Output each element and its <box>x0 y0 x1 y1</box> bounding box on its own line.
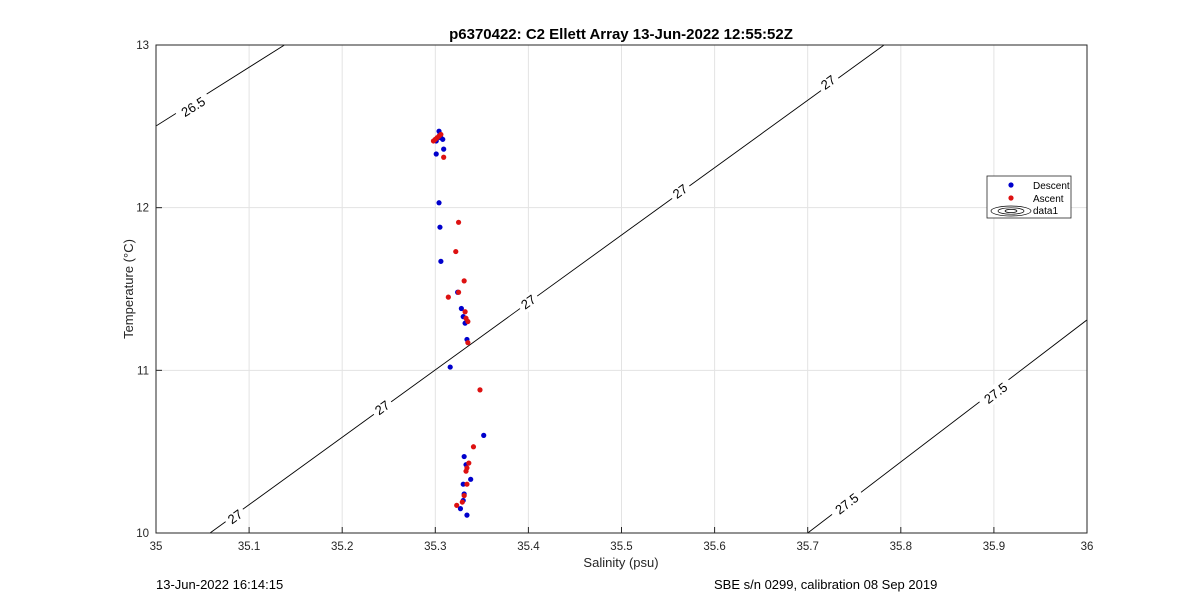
x-axis-label: Salinity (psu) <box>583 555 658 570</box>
x-tick-label: 35.1 <box>238 541 260 553</box>
ascent-point <box>463 468 469 474</box>
descent-point <box>461 453 467 460</box>
descent-point <box>481 432 487 438</box>
legend-label-ascent: Ascent <box>1033 194 1064 205</box>
legend-label-data1: data1 <box>1033 206 1058 217</box>
descent-point <box>436 200 442 206</box>
x-tick-label: 35.5 <box>610 541 632 553</box>
x-tick-label: 35.2 <box>331 541 353 553</box>
x-tick-label: 35.7 <box>797 541 819 553</box>
contour-label: 27 <box>372 397 393 418</box>
descent-point <box>464 512 470 518</box>
legend-marker-ascent <box>1008 195 1014 201</box>
x-tick-label: 35 <box>150 541 163 553</box>
x-tick-label: 35.6 <box>703 541 725 553</box>
x-tick-label: 35.9 <box>983 541 1005 553</box>
ascent-point <box>465 340 471 346</box>
legend-marker-descent <box>1008 182 1014 188</box>
contour-label-gap <box>827 486 867 522</box>
y-tick-label: 12 <box>136 203 149 215</box>
x-tick-label: 35.3 <box>424 541 446 553</box>
legend-box <box>986 175 1072 219</box>
descent-point <box>437 224 443 230</box>
ascent-point <box>464 481 470 487</box>
ascent-point <box>462 309 468 315</box>
contour-line <box>209 45 885 533</box>
descent-point <box>433 151 439 157</box>
footer-calibration: SBE s/n 0299, calibration 08 Sep 2019 <box>714 577 938 592</box>
descent-point <box>468 476 474 482</box>
ascent-point <box>461 492 467 499</box>
descent-point <box>440 136 446 142</box>
y-axis-label: Temperature (°C) <box>121 239 136 339</box>
footer-timestamp: 13-Jun-2022 16:14:15 <box>156 577 284 592</box>
contour-label-gap <box>666 178 694 205</box>
y-tick-label: 13 <box>136 40 149 52</box>
x-tick-label: 35.4 <box>517 541 540 553</box>
contour-line <box>156 45 285 127</box>
legend-contour-icon <box>990 205 1032 217</box>
ascent-point <box>445 294 451 300</box>
ascent-point <box>459 499 465 505</box>
descent-point <box>447 364 453 370</box>
ascent-point <box>477 387 483 393</box>
contour-label: 27 <box>225 506 246 527</box>
axis-ticks: 35 35.1 35.2 35.3 35.4 35.5 35.6 35.7 35.8 35.9 36… <box>136 40 1093 553</box>
x-tick-label: 35.8 <box>890 541 912 553</box>
ascent-point <box>453 248 459 255</box>
x-tick-label: 36 <box>1081 541 1094 553</box>
descent-point <box>457 506 464 512</box>
descent-point <box>438 258 444 264</box>
descent-point <box>460 481 466 487</box>
ascent-point <box>455 289 462 295</box>
y-tick-label: 10 <box>136 528 149 540</box>
ascent-point <box>438 131 444 138</box>
contour-label-gap <box>368 395 396 421</box>
contour-label-gap <box>814 69 842 96</box>
ascent-point <box>466 460 472 466</box>
ascent-point <box>470 444 477 450</box>
contour-label-gap <box>515 289 542 315</box>
descent-point <box>458 305 464 312</box>
ascent-point <box>461 278 467 284</box>
descent-point <box>441 146 447 152</box>
contour-label: 27 <box>670 181 691 202</box>
contour-label: 27 <box>818 72 839 93</box>
contour-label-gap <box>173 90 213 124</box>
y-tick-label: 11 <box>137 365 149 377</box>
chart-title: p6370422: C2 Ellett Array 13-Jun-2022 12… <box>449 26 793 43</box>
legend-label-descent: Descent <box>1033 181 1070 192</box>
data-points <box>430 128 487 518</box>
ascent-point <box>441 154 447 160</box>
contour-label: 27 <box>518 292 539 313</box>
ascent-point <box>455 219 462 225</box>
contour-label-gap <box>221 504 249 530</box>
ascent-point <box>454 502 460 508</box>
contour-label-gap <box>976 375 1016 411</box>
legend: Descent Ascent data1 <box>986 175 1072 219</box>
ascent-point <box>465 318 471 325</box>
